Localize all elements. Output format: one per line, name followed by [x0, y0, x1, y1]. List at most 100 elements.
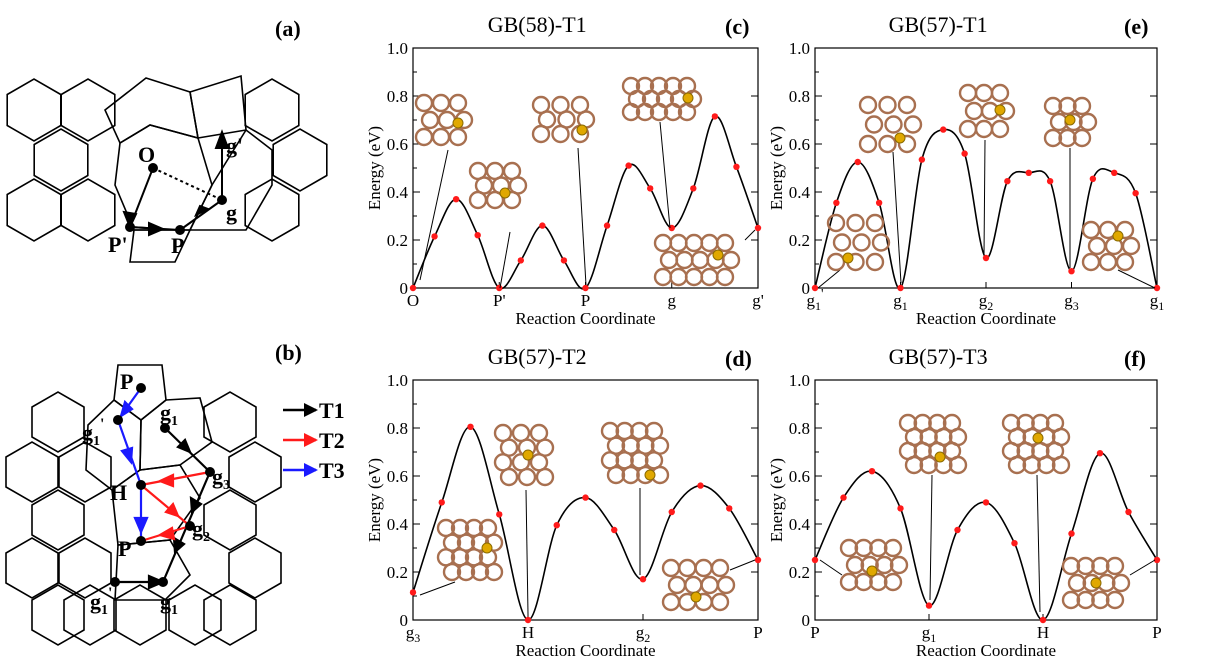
- hex-cell: [168, 584, 222, 646]
- panel-b: (b): [5, 340, 345, 646]
- carbon-ring: [903, 115, 923, 134]
- carbon-ring: [694, 558, 713, 578]
- x-tick-label: O: [407, 291, 419, 310]
- carbon-ring: [826, 252, 846, 272]
- carbon-ring: [1111, 573, 1131, 593]
- x-tick-sub: 2: [987, 299, 993, 313]
- carbon-ring: [484, 562, 504, 582]
- x-tick-main: g: [668, 291, 677, 310]
- structure-inset: [1043, 96, 1098, 268]
- data-point: [697, 482, 704, 489]
- x-tick-main: g: [806, 291, 815, 310]
- y-axis-label: Energy (eV): [767, 126, 786, 210]
- carbon-ring: [1061, 590, 1081, 610]
- carbon-ring: [659, 250, 679, 270]
- carbon-ring: [948, 455, 968, 475]
- carbon-ring: [854, 572, 873, 592]
- x-tick-label: P: [753, 623, 762, 642]
- panel-label: (d): [725, 346, 752, 371]
- x-tick-main: O: [407, 291, 419, 310]
- inset-pointer-line: [1036, 474, 1041, 613]
- hex-cell: [6, 78, 62, 142]
- data-point: [646, 185, 654, 192]
- y-tick-label: 1.0: [789, 39, 810, 58]
- hex-cell: [228, 441, 282, 503]
- data-point: [940, 126, 947, 133]
- carbon-ring: [1072, 128, 1092, 148]
- path-b-nodes: [110, 383, 215, 587]
- carbon-ring: [502, 190, 522, 210]
- carbon-ring: [878, 95, 897, 115]
- arrow-head: [164, 501, 180, 518]
- x-tick-main: g: [636, 623, 645, 642]
- carbon-ring: [448, 127, 468, 147]
- carbon-ring: [661, 558, 681, 578]
- hex-cell: [113, 584, 167, 646]
- x-tick-label: g1': [806, 287, 823, 313]
- structure-inset: [414, 93, 474, 281]
- carbon-ring: [858, 95, 878, 115]
- data-point: [854, 158, 861, 166]
- x-axis-label: Reaction Coordinate: [515, 641, 655, 660]
- svg-text:T3: T3: [319, 458, 345, 483]
- carbon-ring: [1087, 236, 1107, 256]
- dopant-atom: [866, 565, 878, 577]
- carbon-ring: [865, 213, 885, 233]
- x-tick-main: H: [1037, 623, 1049, 642]
- inset-pointer-line: [577, 147, 587, 286]
- arrow-head: [176, 438, 193, 455]
- data-point: [1132, 190, 1139, 197]
- carbon-ring: [1076, 590, 1095, 610]
- defect-cell: [114, 539, 191, 601]
- path-a: [122, 129, 230, 237]
- data-point: [560, 257, 568, 264]
- structure-inset: [1001, 413, 1071, 613]
- x-tick-label: P: [810, 623, 819, 642]
- carbon-ring: [883, 572, 903, 592]
- carbon-ring: [974, 119, 994, 139]
- dopant-atom: [682, 92, 694, 104]
- dopant-atom: [499, 187, 511, 199]
- y-tick-label: 1.0: [387, 371, 408, 390]
- x-tick-main: g: [893, 291, 902, 310]
- label-b-P: P: [118, 536, 131, 561]
- label-b-g2: g2: [192, 516, 210, 545]
- inset-pointer-line: [729, 559, 756, 571]
- carbon-ring: [1067, 573, 1087, 593]
- y-tick-label: 1.0: [789, 371, 810, 390]
- hex-cell: [5, 537, 59, 599]
- carbon-ring: [437, 110, 457, 130]
- dopant-atom: [481, 542, 493, 554]
- carbon-ring: [700, 267, 719, 287]
- carbon-ring: [964, 101, 984, 121]
- hex-cell: [6, 178, 62, 242]
- arrow-head: [193, 204, 211, 218]
- plot-frame: [412, 47, 759, 289]
- dopant-atom: [576, 124, 588, 136]
- x-tick-main: g: [406, 623, 415, 642]
- data-point: [603, 222, 611, 229]
- data-point: [452, 196, 460, 203]
- carbon-ring: [990, 83, 1010, 103]
- defect-cell: [189, 74, 247, 139]
- hex-cell: [58, 441, 112, 503]
- data-point: [711, 113, 719, 120]
- carbon-ring: [684, 233, 704, 253]
- dopant-atom: [522, 449, 534, 461]
- carbon-ring: [715, 233, 735, 253]
- carbon-ring: [897, 134, 917, 154]
- data-point: [840, 494, 847, 501]
- data-point: [611, 526, 618, 534]
- carbon-ring: [663, 102, 683, 122]
- data-point: [438, 499, 445, 506]
- data-point: [1068, 268, 1075, 275]
- arrow-head: [214, 129, 230, 149]
- structure-inset: [1081, 220, 1156, 289]
- data-point: [833, 199, 840, 206]
- x-axis-label: Reaction Coordinate: [515, 309, 655, 328]
- arrow-head: [120, 446, 134, 465]
- x-tick-label: P': [493, 291, 506, 310]
- carbon-ring: [1121, 236, 1141, 256]
